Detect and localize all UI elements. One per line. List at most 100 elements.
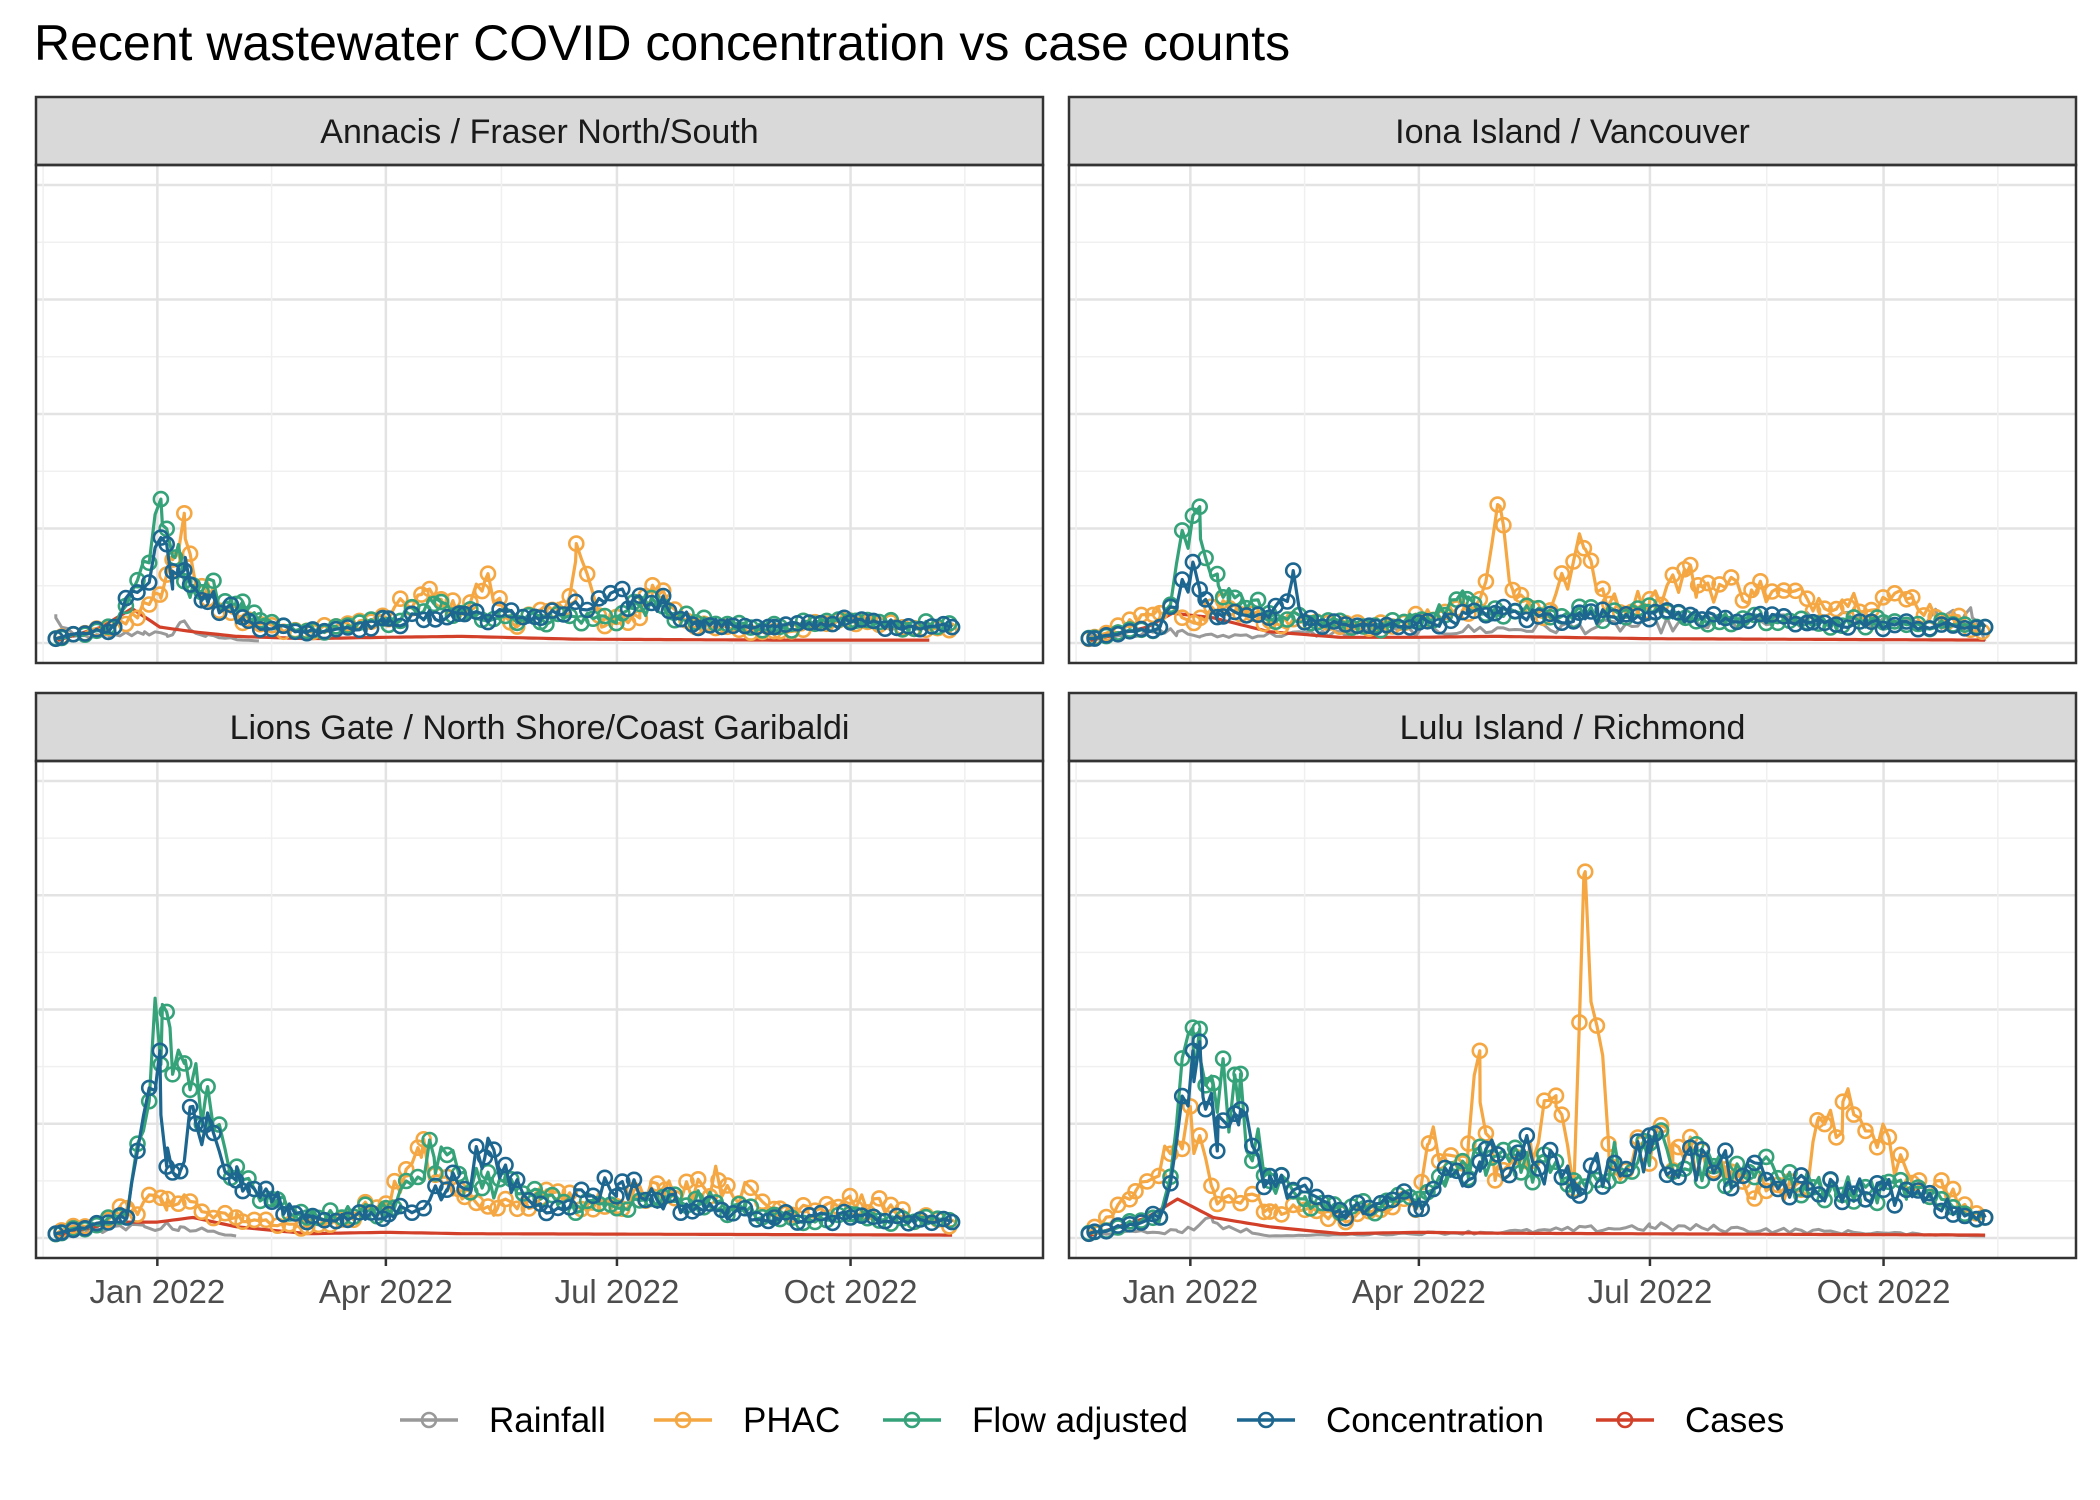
- data-point-concentration: [1933, 616, 1950, 633]
- data-point-flow-adjusted: [1173, 522, 1191, 539]
- data-point-concentration: [1769, 1180, 1787, 1198]
- data-point-concentration: [824, 1214, 841, 1232]
- data-point-concentration: [812, 1204, 830, 1222]
- data-point-concentration: [263, 1193, 281, 1210]
- legend-key-marker: [420, 1411, 438, 1429]
- data-point-concentration: [842, 1209, 859, 1226]
- data-point-concentration: [1728, 613, 1746, 631]
- legend-key-marker: [1257, 1411, 1275, 1429]
- data-point-phac: [129, 609, 146, 627]
- data-point-phac: [152, 1189, 170, 1207]
- data-point-phac: [1787, 582, 1804, 600]
- data-point-phac: [1220, 1187, 1238, 1204]
- data-point-concentration: [187, 1115, 205, 1132]
- data-point-phac: [176, 504, 193, 522]
- data-point-concentration: [1757, 1171, 1775, 1189]
- data-point-concentration: [497, 1156, 514, 1174]
- data-point-concentration: [129, 1142, 146, 1160]
- data-point-concentration: [1898, 1181, 1915, 1199]
- data-point-concentration: [1944, 1206, 1962, 1223]
- data-point-phac: [1547, 1087, 1565, 1104]
- data-point-concentration: [1442, 612, 1460, 630]
- data-point-concentration: [853, 1207, 871, 1224]
- data-point-phac: [689, 1171, 707, 1188]
- legend-key-marker: [1616, 1411, 1634, 1429]
- data-point-concentration: [1349, 617, 1366, 635]
- data-point-phac: [1857, 1122, 1874, 1140]
- data-point-concentration: [713, 618, 730, 636]
- data-point-concentration: [211, 604, 228, 622]
- data-point-concentration: [660, 602, 678, 620]
- data-point-concentration: [613, 580, 631, 598]
- data-point-phac: [1711, 576, 1728, 593]
- data-point-concentration: [1968, 619, 1985, 637]
- data-point-concentration: [1367, 618, 1384, 636]
- data-point-phac: [1816, 1115, 1833, 1133]
- data-point-concentration: [748, 1211, 765, 1228]
- data-point-phac: [1144, 606, 1162, 624]
- data-point-concentration: [561, 1199, 579, 1216]
- data-point-flow-adjusted: [158, 1003, 175, 1021]
- data-point-concentration: [1763, 606, 1781, 623]
- data-point-concentration: [88, 620, 105, 638]
- data-point-concentration: [1553, 1169, 1571, 1186]
- data-point-phac: [1689, 576, 1707, 594]
- data-point-flow-adjusted: [479, 1163, 497, 1181]
- data-point-concentration: [1173, 571, 1191, 588]
- data-point-concentration: [450, 605, 468, 623]
- data-point-phac: [710, 1172, 727, 1189]
- data-point-phac: [1588, 1017, 1606, 1034]
- legend: Rainfall PHAC Flow adjusted Concentration Ca…: [400, 1401, 1784, 1440]
- data-point-concentration: [1629, 607, 1647, 625]
- data-point-concentration: [923, 618, 941, 635]
- data-point-phac: [129, 1206, 146, 1223]
- data-point-concentration: [766, 618, 783, 636]
- data-point-concentration: [164, 563, 181, 580]
- data-point-concentration: [1594, 601, 1611, 619]
- data-point-concentration: [911, 620, 929, 638]
- data-point-concentration: [181, 576, 199, 593]
- data-point-phac: [1868, 1139, 1886, 1156]
- data-point-concentration: [246, 1180, 263, 1198]
- data-point-concentration: [1617, 605, 1635, 623]
- data-point-concentration: [491, 601, 508, 618]
- data-point-concentration: [1722, 1179, 1740, 1197]
- data-point-phac: [234, 1213, 251, 1230]
- panel-strip: [34, 691, 1045, 763]
- data-point-concentration: [1670, 603, 1687, 621]
- data-point-concentration: [1582, 603, 1600, 620]
- data-point-concentration: [1098, 626, 1115, 644]
- data-point-phac: [1255, 1203, 1273, 1221]
- data-point-flow-adjusted: [425, 595, 443, 613]
- data-point-concentration: [608, 1188, 625, 1205]
- data-point-concentration: [1378, 616, 1395, 634]
- data-point-phac: [1743, 581, 1760, 599]
- data-point-concentration: [1232, 1101, 1249, 1118]
- data-point-phac: [1261, 1203, 1279, 1220]
- data-point-concentration: [339, 619, 357, 636]
- data-point-phac: [1203, 1177, 1220, 1195]
- data-point-concentration: [643, 594, 660, 612]
- data-point-phac: [678, 1173, 695, 1191]
- panel-iona-island-vancouver: Iona Island / Vancouver: [1067, 95, 2078, 665]
- data-point-concentration: [613, 1173, 631, 1190]
- data-point-concentration: [789, 1214, 806, 1231]
- data-point-phac: [1834, 1093, 1852, 1110]
- data-point-concentration: [853, 611, 871, 628]
- data-point-phac: [497, 1190, 514, 1208]
- data-point-flow-adjusted: [205, 572, 222, 590]
- data-point-concentration: [777, 616, 795, 633]
- data-point-flow-adjusted: [1197, 1077, 1214, 1094]
- data-point-phac: [181, 1193, 199, 1210]
- data-point-concentration: [1471, 1153, 1489, 1171]
- data-point-concentration: [1787, 615, 1804, 633]
- data-point-flow-adjusted: [432, 593, 450, 611]
- data-point-concentration: [1898, 613, 1915, 630]
- data-point-phac: [719, 1177, 736, 1194]
- data-point-phac: [391, 590, 409, 608]
- x-tick-label: Jul 2022: [555, 1273, 680, 1310]
- data-point-phac: [1682, 556, 1699, 574]
- data-point-phac: [479, 565, 497, 583]
- data-point-phac: [508, 1200, 526, 1218]
- legend-label: Rainfall: [489, 1401, 606, 1440]
